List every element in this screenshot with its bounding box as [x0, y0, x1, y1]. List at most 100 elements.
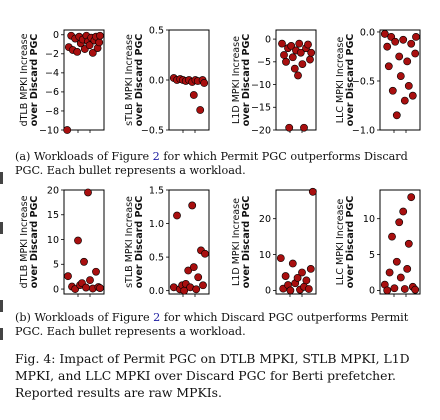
data-point: [304, 285, 313, 293]
data-point: [408, 91, 417, 100]
data-point: [200, 79, 209, 87]
plot-area: 0.0 0.5 1.0 1.5: [149, 185, 210, 297]
data-point: [392, 111, 401, 120]
y-tick-label: −20: [251, 125, 271, 136]
data-point: [88, 48, 97, 57]
y-tick-label: −0.5: [352, 76, 375, 87]
y-tick-label: 0: [53, 284, 59, 295]
y-tick-label: 20: [47, 185, 59, 196]
margin-mark: [0, 172, 3, 184]
data-point: [287, 42, 296, 50]
margin-mark: [0, 328, 3, 340]
data-point: [196, 106, 205, 114]
y-tick-label: 5: [53, 260, 59, 271]
data-point: [192, 285, 201, 294]
y-tick-label: 0.5: [149, 25, 164, 36]
data-point: [281, 272, 290, 280]
plot-frame: [379, 189, 421, 295]
plot-area: 0 −5 −10 −15 −20: [251, 29, 317, 136]
y-tick-label: −1.0: [352, 125, 375, 136]
data-point: [395, 52, 404, 61]
y-tick-label: 20: [259, 214, 271, 225]
data-point: [298, 60, 307, 68]
data-point: [294, 71, 302, 80]
y-tick-label: 1.0: [149, 219, 164, 230]
data-point: [278, 39, 286, 48]
data-point: [64, 272, 72, 281]
plot-area: 0 10 20: [259, 187, 317, 297]
data-point: [384, 62, 393, 71]
data-point: [388, 232, 396, 241]
plot-frame: [63, 189, 105, 295]
y-tick-label: −15: [251, 103, 271, 114]
margin-mark: [0, 222, 3, 234]
y-tick-label: 0: [369, 286, 375, 297]
subcaption-a-prefix: (a) Workloads of Figure: [15, 150, 153, 163]
data-point: [288, 53, 297, 62]
scatter-plot-a2: sTLB MPKI Increase over Discard PGC 0.5 0.0…: [124, 25, 210, 136]
data-point: [95, 38, 104, 47]
data-point: [302, 276, 311, 285]
data-point: [388, 86, 397, 95]
data-point: [399, 207, 408, 216]
data-point: [385, 268, 394, 277]
subcaption-b-suffix: for which Discard PGC outperforms Permit…: [15, 311, 409, 338]
data-point: [395, 218, 404, 227]
data-point: [392, 257, 401, 266]
data-point: [194, 273, 203, 282]
plot-area: 0 5 10 15 20: [47, 185, 105, 297]
data-point: [306, 55, 314, 64]
data-point: [306, 264, 315, 273]
y-tick-label: −10: [251, 80, 271, 91]
y-tick-label: 10: [47, 235, 59, 246]
data-point: [199, 281, 207, 290]
scatter-plot-b4: LLC MPKI Increase over Discard PGC 0 5 10: [335, 189, 421, 297]
data-point: [189, 263, 198, 272]
data-point: [403, 264, 412, 273]
data-point: [74, 236, 82, 245]
subcaption-a-suffix: for which Permit PGC outperforms Discard…: [15, 150, 408, 177]
data-point: [300, 123, 308, 132]
y-tick-label: 5: [369, 250, 375, 261]
plot-area: 0.0 −0.5 −1.0: [352, 27, 421, 136]
data-point: [380, 30, 389, 38]
data-point: [308, 187, 317, 196]
data-point: [403, 57, 412, 66]
data-point: [285, 123, 294, 132]
margin-mark: [0, 300, 3, 312]
figure-caption: Fig. 4: Impact of Permit PGC on DTLB MPK…: [15, 351, 410, 400]
data-point: [82, 283, 90, 292]
plot-frame: [275, 189, 317, 295]
data-point: [411, 49, 420, 58]
data-point: [286, 286, 295, 295]
data-point: [296, 48, 305, 57]
y-tick-label: 10: [259, 250, 271, 261]
y-tick-label: 0: [53, 30, 59, 41]
plot-area: 0.5 0.0 −0.5: [141, 25, 210, 136]
data-point: [84, 188, 92, 197]
data-point: [298, 268, 306, 277]
y-tick-label: 1.5: [149, 185, 164, 196]
y-tick-label: −10: [39, 125, 59, 136]
scatter-plot-b2: sTLB MPKI Increase over Discard PGC 0.0 0.5…: [124, 185, 210, 297]
data-point: [73, 48, 82, 56]
data-point: [85, 41, 94, 50]
data-point: [400, 285, 409, 293]
data-point: [404, 239, 413, 248]
y-tick-label: 0.0: [360, 27, 375, 38]
data-point: [276, 254, 285, 263]
subcaption-b-prefix: (b) Workloads of Figure: [15, 311, 154, 324]
y-tick-label: −4: [45, 68, 59, 79]
data-point: [188, 201, 197, 210]
y-tick-label: 0.0: [149, 75, 164, 86]
plot-area: 0 5 10: [363, 189, 421, 297]
data-point: [411, 285, 420, 294]
plot-frame: [275, 29, 317, 131]
y-tick-label: −2: [45, 49, 59, 60]
data-point: [396, 273, 405, 282]
data-point: [396, 72, 405, 80]
figure-ref-link[interactable]: 2: [152, 150, 160, 163]
figure-ref-link[interactable]: 2: [153, 311, 161, 324]
plot-frame: [63, 29, 105, 131]
